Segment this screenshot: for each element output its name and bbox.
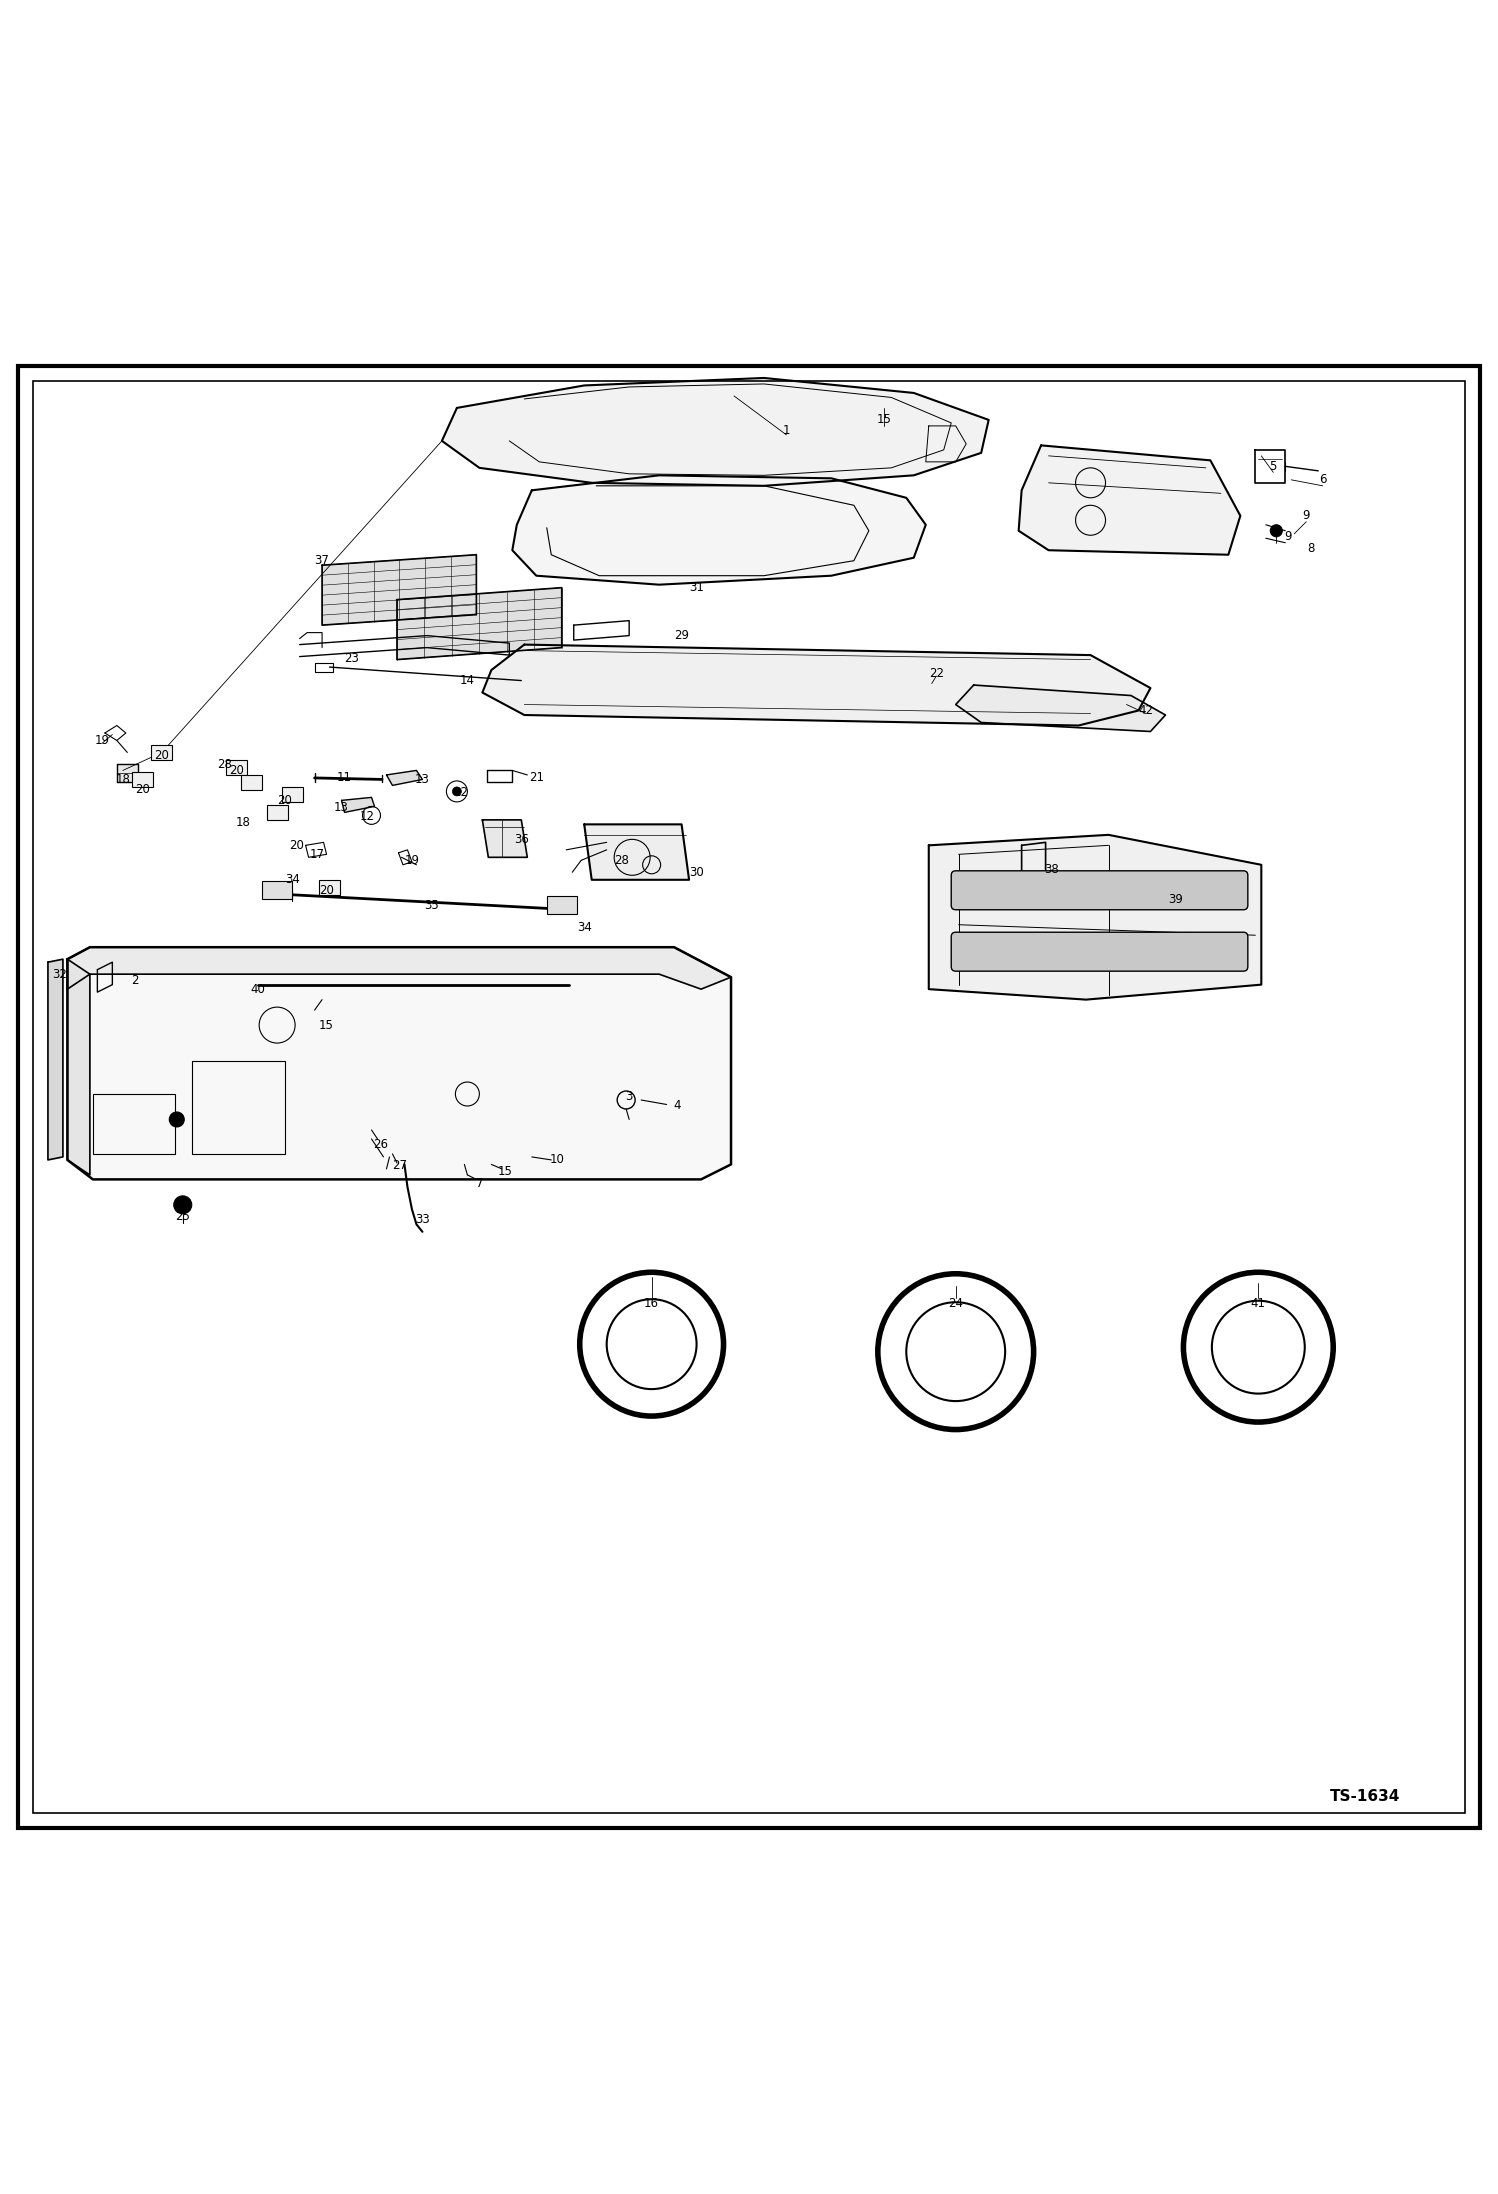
Bar [241,774,262,790]
Text: 34: 34 [285,873,300,886]
Text: 19: 19 [94,735,109,746]
Text: 32: 32 [52,968,67,981]
Text: 9: 9 [1284,531,1293,544]
Text: 26: 26 [373,1139,388,1152]
Text: 38: 38 [1044,862,1059,875]
Text: TS-1634: TS-1634 [1330,1788,1401,1803]
Text: 28: 28 [217,757,232,770]
Text: 4: 4 [673,1099,682,1112]
Polygon shape [584,825,689,880]
Text: 31: 31 [689,581,704,595]
Text: 13: 13 [415,772,430,785]
Polygon shape [117,764,138,783]
Text: 25: 25 [175,1211,190,1224]
Bar [132,772,153,788]
Text: 22: 22 [929,667,944,680]
Text: 8: 8 [1308,542,1314,555]
Bar [93,1095,175,1154]
Text: 6: 6 [1318,474,1327,487]
Text: 10: 10 [550,1154,565,1167]
Bar [192,1062,285,1154]
Polygon shape [342,796,374,812]
Text: 30: 30 [689,867,704,880]
Text: 33: 33 [415,1213,430,1226]
Polygon shape [512,476,926,584]
Circle shape [452,788,461,796]
Text: 34: 34 [577,921,592,935]
Polygon shape [1022,842,1046,878]
Text: 39: 39 [1168,893,1183,906]
Text: 7: 7 [475,1178,484,1191]
Polygon shape [442,377,989,485]
Bar [282,788,303,801]
Polygon shape [386,770,422,785]
Circle shape [169,1112,184,1128]
Polygon shape [1019,445,1240,555]
Text: 15: 15 [497,1165,512,1178]
Polygon shape [322,555,476,625]
Text: 18: 18 [235,816,250,829]
Text: 16: 16 [644,1297,659,1310]
Text: 11: 11 [337,772,352,785]
Text: 40: 40 [250,983,265,996]
Text: 19: 19 [404,853,419,867]
Text: 37: 37 [315,555,330,568]
Text: 2: 2 [130,974,139,987]
Bar [151,746,172,759]
Polygon shape [397,588,562,660]
Text: 20: 20 [154,748,169,761]
Bar [262,882,292,900]
Text: 14: 14 [460,674,475,687]
Text: 12: 12 [360,810,374,823]
Text: 15: 15 [876,412,891,426]
Bar [547,897,577,915]
Text: 36: 36 [514,834,529,847]
Text: 28: 28 [614,853,629,867]
Text: 12: 12 [454,785,469,799]
Text: 27: 27 [392,1158,407,1172]
Text: 23: 23 [345,652,360,665]
FancyBboxPatch shape [951,871,1248,911]
Bar [226,759,247,774]
Text: 15: 15 [319,1018,334,1031]
Polygon shape [48,959,63,1161]
Text: 35: 35 [424,900,439,913]
Bar [319,880,340,895]
Polygon shape [956,685,1165,731]
Text: 17: 17 [310,847,325,860]
Text: 1: 1 [782,423,791,437]
Text: 29: 29 [674,630,689,643]
Text: 5: 5 [1270,461,1276,474]
Polygon shape [67,948,731,989]
Text: 9: 9 [1302,509,1311,522]
Text: 3: 3 [626,1090,632,1104]
Polygon shape [482,645,1150,726]
Polygon shape [67,948,731,1180]
Text: 20: 20 [135,783,150,796]
Text: 41: 41 [1251,1297,1266,1310]
Text: 21: 21 [529,772,544,785]
Text: 42: 42 [1138,704,1153,717]
Text: 20: 20 [277,794,292,807]
Circle shape [174,1196,192,1213]
FancyBboxPatch shape [951,932,1248,972]
Text: 20: 20 [229,764,244,777]
Polygon shape [929,836,1261,1000]
Text: 24: 24 [948,1297,963,1310]
Text: 20: 20 [289,838,304,851]
Polygon shape [67,959,90,1176]
Text: 13: 13 [334,801,349,814]
Circle shape [1270,524,1282,538]
Bar [267,805,288,821]
Text: 20: 20 [319,884,334,897]
Text: 18: 18 [115,772,130,785]
Polygon shape [482,821,527,858]
